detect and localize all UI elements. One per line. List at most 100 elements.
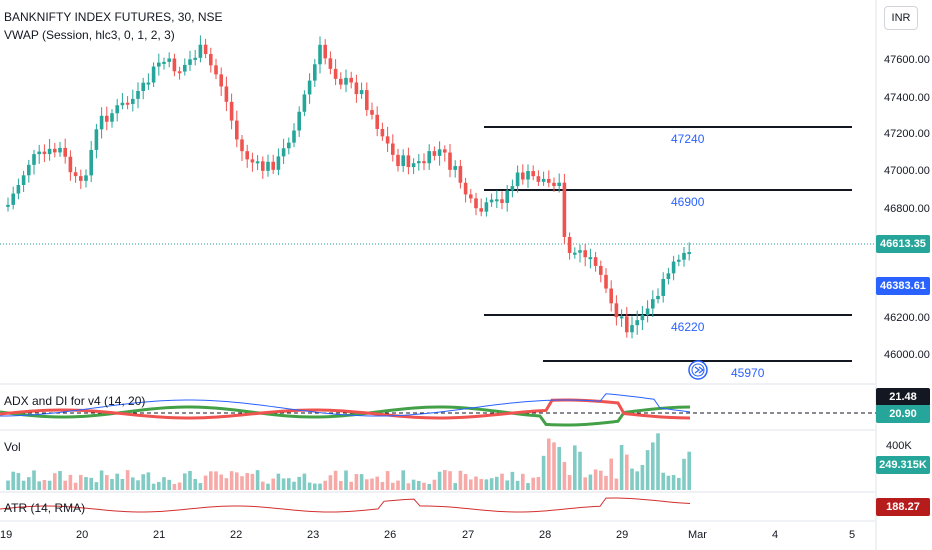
candles-group — [6, 35, 691, 339]
volume-bar — [245, 473, 249, 490]
candle-body — [609, 288, 613, 304]
time-tick: 22 — [230, 529, 243, 541]
volume-bar — [427, 483, 431, 490]
candle-body — [448, 152, 452, 170]
candle-body — [474, 198, 478, 209]
candle-body — [99, 115, 104, 130]
time-tick: 5 — [849, 529, 856, 541]
volume-bar — [453, 483, 457, 490]
currency-button[interactable]: INR — [884, 6, 918, 30]
candle-body — [354, 82, 359, 95]
volume-bar — [172, 483, 177, 490]
candle-body — [157, 62, 161, 67]
candle-body — [437, 149, 442, 156]
candle-body — [53, 148, 57, 153]
candle-body — [458, 166, 463, 183]
volume-bar — [99, 470, 104, 490]
volume-bar — [219, 474, 223, 490]
candle-body — [630, 325, 634, 333]
time-tick: 19 — [0, 529, 13, 541]
volume-bar — [391, 482, 395, 490]
volume-bar — [474, 476, 478, 490]
candle-body — [235, 120, 239, 140]
vol-tick: 400K — [886, 440, 912, 452]
candle-body — [151, 66, 156, 83]
level-label-47240: 47240 — [671, 132, 705, 146]
volume-bar — [573, 445, 577, 490]
volume-bar — [510, 471, 515, 490]
candle-body — [510, 186, 515, 191]
time-tick: 26 — [384, 529, 397, 541]
time-tick: Mar — [688, 529, 707, 541]
candle-body — [63, 147, 67, 157]
candle-body — [484, 202, 489, 212]
volume-bar — [11, 471, 15, 490]
price-tick: 46000.00 — [884, 349, 930, 361]
candle-body — [604, 274, 608, 289]
candle-body — [573, 252, 577, 255]
volume-bar — [359, 474, 364, 490]
candle-body — [68, 156, 73, 173]
candle-body — [391, 143, 395, 155]
candle-body — [37, 151, 41, 155]
vwap-legend[interactable]: VWAP (Session, hlc3, 0, 1, 2, 3) — [4, 28, 175, 42]
time-tick: 20 — [76, 529, 89, 541]
candle-body — [209, 54, 213, 66]
candle-body — [302, 94, 307, 112]
adx-value-badge: 21.48 — [876, 388, 930, 406]
volume-bar — [417, 480, 421, 490]
volume-bar — [458, 470, 463, 490]
volume-bar — [619, 445, 624, 490]
volume-bar — [68, 474, 73, 490]
volume-bar — [682, 458, 686, 490]
candle-body — [339, 78, 343, 85]
candle-body — [671, 261, 676, 274]
candle-body — [297, 111, 301, 131]
volume-bar — [349, 481, 353, 490]
candle-body — [521, 172, 525, 180]
candle-body — [105, 115, 109, 122]
volume-bar — [240, 476, 244, 490]
symbol-title[interactable]: BANKNIFTY INDEX FUTURES, 30, NSE — [4, 10, 223, 24]
replay-icon[interactable] — [688, 360, 708, 380]
candle-body — [687, 252, 691, 255]
volume-bar — [261, 481, 265, 490]
candle-body — [411, 163, 416, 168]
atr-legend[interactable]: ATR (14, RMA) — [4, 501, 86, 515]
volume-bar — [27, 477, 31, 490]
volume-bar — [115, 473, 119, 490]
volume-bar — [307, 482, 312, 490]
volume-bar — [6, 480, 10, 490]
candle-body — [141, 82, 145, 92]
volume-bar — [297, 476, 301, 490]
candle-body — [640, 315, 645, 321]
candle-body — [271, 161, 275, 170]
candle-body — [349, 77, 353, 83]
volume-bar — [635, 471, 639, 490]
candle-body — [120, 102, 125, 106]
candle-body — [406, 155, 411, 168]
candle-body — [479, 208, 483, 212]
candle-body — [287, 142, 291, 149]
volume-bar — [469, 479, 473, 490]
volume-bar — [552, 442, 556, 490]
volume-bars — [6, 433, 691, 490]
volume-bar — [287, 478, 291, 490]
volume-bar — [526, 483, 530, 490]
candle-body — [27, 164, 31, 176]
candle-body — [567, 236, 572, 253]
candle-body — [11, 193, 15, 205]
vol-value-badge: 249.315K — [876, 456, 930, 474]
volume-bar — [651, 442, 655, 490]
volume-bar — [89, 477, 93, 490]
candle-body — [313, 64, 317, 81]
candle-body — [323, 44, 327, 59]
volume-bar — [151, 483, 156, 490]
volume-bar — [84, 477, 88, 490]
adx-legend[interactable]: ADX and DI for v4 (14, 20) — [4, 394, 146, 408]
candle-body — [677, 259, 681, 262]
candle-body — [162, 61, 166, 64]
volume-bar — [333, 470, 338, 490]
vol-legend[interactable]: Vol — [4, 440, 21, 454]
